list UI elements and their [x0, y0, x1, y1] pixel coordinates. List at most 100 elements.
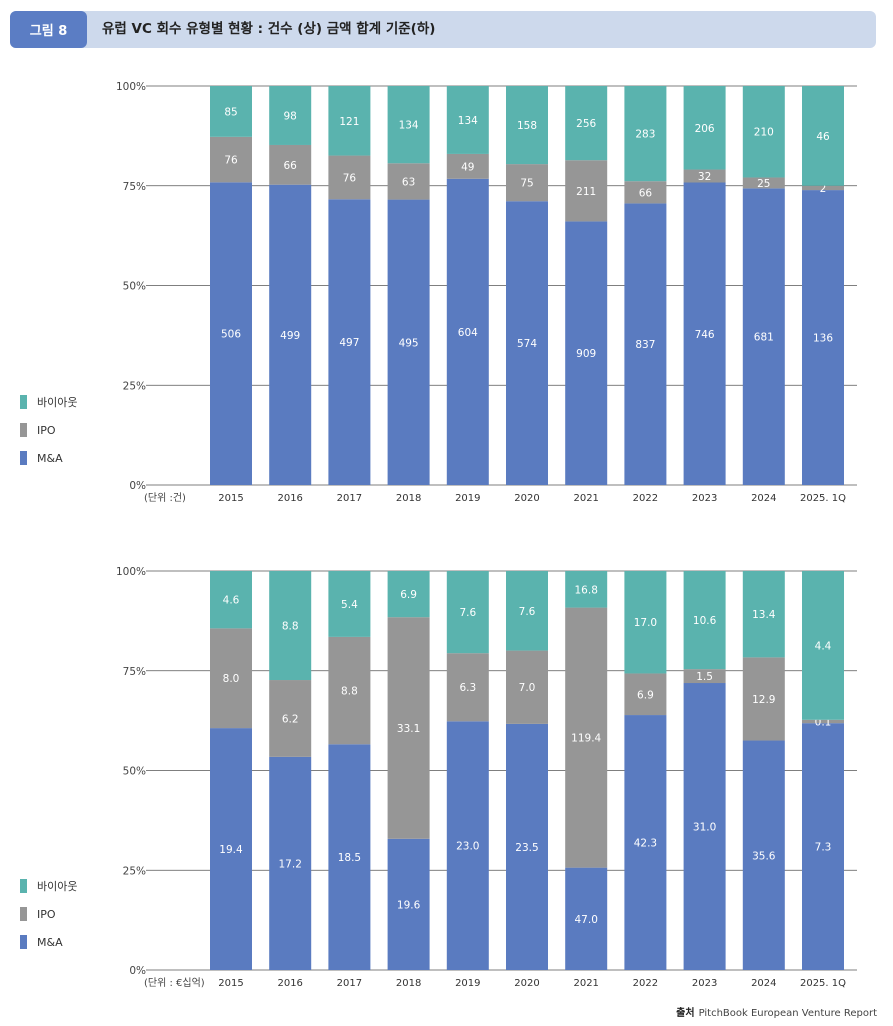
y-tick-label: 25% — [123, 865, 146, 877]
y-tick-label: 50% — [123, 766, 146, 778]
bar-segment — [742, 657, 785, 741]
y-tick-label: 75% — [123, 666, 146, 678]
data-label: 31.0 — [693, 822, 716, 834]
amount-stacked-bar-chart: 0% 25% 50% 75% 100% (단위 : €십억) 19.4 8.0 4.6 2015 1… — [116, 566, 857, 989]
bar-segment — [328, 155, 371, 200]
bar-segment — [506, 201, 548, 485]
data-label: 4.4 — [815, 640, 832, 652]
x-tick-label: 2025. 1Q — [800, 493, 846, 504]
bar-segment — [210, 571, 252, 629]
bar-segment — [446, 721, 489, 970]
y-tick-label: 0% — [129, 480, 146, 492]
data-label: 47.0 — [575, 914, 598, 926]
data-label: 6.9 — [637, 689, 654, 701]
x-tick-label: 2021 — [573, 978, 598, 989]
legend-swatch-buyout — [20, 395, 27, 409]
y-tick-label: 75% — [123, 181, 146, 193]
x-tick-label: 2018 — [396, 493, 421, 504]
legend-item-ipo: IPO — [20, 907, 77, 921]
x-tick-label: 2017 — [337, 978, 362, 989]
data-label: 25 — [757, 178, 770, 190]
data-label: 16.8 — [575, 584, 598, 596]
data-label: 19.4 — [219, 844, 243, 856]
data-label: 283 — [635, 129, 655, 141]
bar-segment — [683, 571, 726, 670]
bar-segment — [624, 203, 667, 486]
legend-label-buyout: 바이아웃 — [37, 880, 78, 893]
data-label: 23.0 — [456, 841, 479, 853]
data-label: 8.8 — [282, 621, 299, 633]
data-label: 6.9 — [400, 589, 417, 601]
data-label: 499 — [280, 330, 300, 342]
data-label: 6.3 — [459, 682, 476, 694]
data-label: 909 — [576, 348, 596, 360]
source-text: PitchBook European Venture Report — [698, 1008, 877, 1019]
data-label: 63 — [402, 176, 415, 188]
data-label: 76 — [224, 155, 238, 167]
x-tick-label: 2024 — [751, 493, 776, 504]
data-label: 206 — [695, 123, 715, 135]
data-label: 7.3 — [815, 842, 832, 854]
data-label: 134 — [399, 120, 419, 132]
bar-segment — [624, 86, 667, 182]
data-label: 497 — [339, 337, 359, 349]
data-label: 49 — [461, 161, 474, 173]
x-tick-label: 2021 — [573, 493, 598, 504]
bar-segment — [742, 188, 785, 486]
y-tick-label: 50% — [123, 281, 146, 293]
data-label: 8.8 — [341, 686, 358, 698]
data-label: 66 — [284, 160, 298, 172]
bar-segment — [624, 571, 667, 674]
bar-segment — [269, 756, 312, 970]
data-label: 121 — [339, 116, 359, 128]
data-label: 837 — [635, 339, 655, 351]
source-note: 출처 PitchBook European Venture Report — [676, 1004, 877, 1019]
data-label: 5.4 — [341, 599, 358, 611]
bar-segment — [565, 571, 608, 608]
bar-segment — [802, 86, 844, 186]
bar-segment — [210, 136, 252, 183]
x-tick-label: 2025. 1Q — [800, 978, 846, 989]
bar-segment — [506, 723, 548, 970]
data-label: 19.6 — [397, 899, 421, 911]
legend-item-ipo: IPO — [20, 423, 77, 437]
y-tick-label: 100% — [116, 81, 146, 93]
legend-item-ma: M&A — [20, 935, 77, 949]
bar-segment — [742, 86, 785, 178]
x-tick-label: 2017 — [337, 493, 362, 504]
x-tick-label: 2019 — [455, 978, 480, 989]
bar-segment — [565, 221, 608, 485]
bar-segment — [446, 571, 489, 654]
legend-label-buyout: 바이아웃 — [37, 396, 78, 409]
data-label: 75 — [520, 178, 533, 190]
figure-title: 유럽 VC 회수 유형별 현황 : 건수 (상) 금액 합계 기준(하) — [102, 21, 436, 37]
data-label: 211 — [576, 186, 596, 198]
data-label: 8.0 — [223, 673, 240, 685]
legend-item-buyout: 바이아웃 — [20, 395, 77, 409]
bar-segment — [802, 719, 844, 724]
data-label: 12.9 — [752, 694, 775, 706]
legend-swatch-ipo — [20, 907, 27, 921]
data-label: 119.4 — [571, 733, 601, 745]
legend-label-ma: M&A — [37, 935, 63, 949]
bar-segment — [210, 728, 252, 970]
data-label: 32 — [698, 171, 711, 183]
bar-segment — [802, 723, 844, 970]
data-label: 7.6 — [459, 607, 476, 619]
bar-segment — [446, 653, 489, 722]
data-label: 76 — [343, 172, 357, 184]
data-label: 746 — [695, 329, 715, 341]
bar-segment — [565, 160, 608, 222]
bar-segment — [565, 86, 608, 161]
unit-label: (단위 : €십억) — [144, 976, 205, 989]
bar-segment — [387, 617, 430, 839]
bar-segment — [210, 628, 252, 729]
y-tick-label: 25% — [123, 380, 146, 392]
data-label: 681 — [754, 332, 774, 344]
bar-segment — [269, 571, 312, 681]
data-label: 506 — [221, 329, 241, 341]
legend-bottom: 바이아웃 IPO M&A — [20, 879, 77, 963]
x-tick-label: 2015 — [218, 493, 243, 504]
legend-swatch-ma — [20, 935, 27, 949]
data-label: 10.6 — [693, 615, 717, 627]
